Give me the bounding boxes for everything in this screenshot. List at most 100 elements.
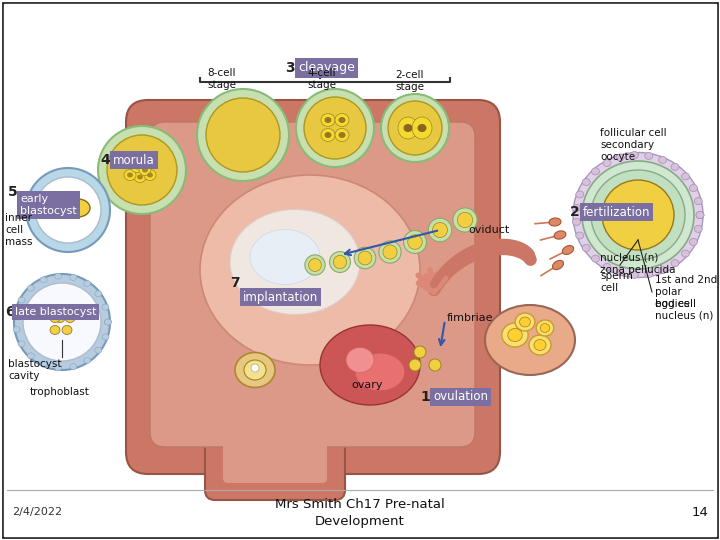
Ellipse shape bbox=[576, 191, 584, 198]
Text: sperm
cell: sperm cell bbox=[600, 271, 633, 293]
Ellipse shape bbox=[335, 113, 349, 126]
Ellipse shape bbox=[333, 255, 346, 268]
Ellipse shape bbox=[27, 353, 35, 359]
Text: 5: 5 bbox=[8, 185, 18, 199]
Ellipse shape bbox=[13, 327, 20, 333]
Text: zona pellucida: zona pellucida bbox=[600, 265, 675, 275]
Ellipse shape bbox=[23, 283, 101, 361]
Ellipse shape bbox=[696, 212, 704, 219]
Ellipse shape bbox=[671, 260, 679, 267]
Text: ovulation: ovulation bbox=[433, 390, 488, 403]
Ellipse shape bbox=[429, 359, 441, 371]
Ellipse shape bbox=[631, 272, 639, 279]
Ellipse shape bbox=[139, 165, 151, 176]
Ellipse shape bbox=[230, 210, 360, 314]
Ellipse shape bbox=[572, 219, 580, 226]
Ellipse shape bbox=[305, 255, 325, 275]
Ellipse shape bbox=[573, 152, 703, 278]
Text: egg cell
nucleus (n): egg cell nucleus (n) bbox=[655, 299, 714, 321]
Ellipse shape bbox=[398, 117, 418, 139]
Ellipse shape bbox=[534, 340, 546, 350]
Ellipse shape bbox=[84, 280, 91, 287]
Ellipse shape bbox=[14, 274, 110, 370]
Ellipse shape bbox=[485, 305, 575, 375]
Ellipse shape bbox=[321, 129, 335, 141]
Text: morula: morula bbox=[113, 153, 155, 166]
Ellipse shape bbox=[582, 161, 694, 269]
Text: 8-cell
stage: 8-cell stage bbox=[207, 69, 236, 90]
Ellipse shape bbox=[354, 247, 376, 269]
Text: ovary: ovary bbox=[351, 380, 383, 390]
Ellipse shape bbox=[634, 204, 652, 220]
Text: oviduct: oviduct bbox=[468, 225, 509, 235]
Text: fertilization: fertilization bbox=[583, 206, 650, 219]
Ellipse shape bbox=[13, 312, 20, 318]
Ellipse shape bbox=[457, 212, 473, 228]
Ellipse shape bbox=[134, 172, 146, 183]
Ellipse shape bbox=[320, 325, 420, 405]
Ellipse shape bbox=[408, 235, 422, 249]
Ellipse shape bbox=[325, 117, 331, 123]
Ellipse shape bbox=[50, 314, 60, 322]
Ellipse shape bbox=[55, 314, 65, 322]
Ellipse shape bbox=[379, 241, 401, 263]
Ellipse shape bbox=[529, 335, 551, 355]
Ellipse shape bbox=[50, 326, 60, 334]
Ellipse shape bbox=[603, 159, 611, 166]
Text: 1st and 2nd
polar
bodies: 1st and 2nd polar bodies bbox=[655, 275, 717, 308]
Ellipse shape bbox=[645, 152, 653, 159]
Ellipse shape bbox=[383, 245, 397, 259]
Ellipse shape bbox=[55, 365, 62, 371]
Ellipse shape bbox=[453, 208, 477, 232]
Ellipse shape bbox=[409, 359, 421, 371]
Ellipse shape bbox=[412, 117, 432, 139]
Text: 4: 4 bbox=[100, 153, 110, 167]
Text: implantation: implantation bbox=[243, 291, 318, 303]
Ellipse shape bbox=[70, 363, 77, 369]
Ellipse shape bbox=[102, 334, 109, 340]
Ellipse shape bbox=[95, 291, 102, 297]
Text: cleavage: cleavage bbox=[298, 62, 355, 75]
Ellipse shape bbox=[26, 168, 110, 252]
Ellipse shape bbox=[127, 172, 133, 178]
Ellipse shape bbox=[40, 361, 47, 367]
Ellipse shape bbox=[244, 360, 266, 380]
FancyBboxPatch shape bbox=[126, 100, 500, 474]
Text: fimbriae: fimbriae bbox=[446, 313, 493, 323]
Ellipse shape bbox=[104, 319, 112, 325]
Ellipse shape bbox=[251, 364, 259, 372]
Ellipse shape bbox=[554, 231, 566, 239]
Ellipse shape bbox=[520, 317, 531, 327]
FancyBboxPatch shape bbox=[150, 122, 475, 447]
Text: trophoblast: trophoblast bbox=[30, 387, 90, 397]
Ellipse shape bbox=[515, 313, 535, 331]
Ellipse shape bbox=[508, 328, 522, 342]
Ellipse shape bbox=[355, 353, 405, 391]
FancyBboxPatch shape bbox=[3, 3, 717, 537]
Ellipse shape bbox=[502, 323, 528, 347]
Ellipse shape bbox=[124, 170, 136, 180]
Ellipse shape bbox=[250, 230, 320, 285]
Text: 7: 7 bbox=[230, 276, 240, 290]
Ellipse shape bbox=[358, 251, 372, 265]
Ellipse shape bbox=[433, 222, 448, 238]
Ellipse shape bbox=[18, 341, 25, 347]
Ellipse shape bbox=[602, 180, 674, 250]
Ellipse shape bbox=[200, 175, 420, 365]
Ellipse shape bbox=[142, 157, 154, 167]
Text: 2-cell
stage: 2-cell stage bbox=[395, 70, 425, 92]
Ellipse shape bbox=[40, 277, 47, 283]
Ellipse shape bbox=[694, 225, 702, 232]
Ellipse shape bbox=[55, 273, 62, 279]
Text: 1: 1 bbox=[420, 390, 430, 404]
Ellipse shape bbox=[403, 231, 426, 253]
Text: late blastocyst: late blastocyst bbox=[15, 307, 96, 317]
Ellipse shape bbox=[142, 167, 148, 172]
Ellipse shape bbox=[206, 98, 280, 172]
Ellipse shape bbox=[107, 135, 177, 205]
Ellipse shape bbox=[304, 97, 366, 159]
Ellipse shape bbox=[84, 357, 91, 363]
Ellipse shape bbox=[591, 170, 685, 260]
Text: Development: Development bbox=[315, 516, 405, 529]
Text: 2/4/2022: 2/4/2022 bbox=[12, 507, 62, 517]
